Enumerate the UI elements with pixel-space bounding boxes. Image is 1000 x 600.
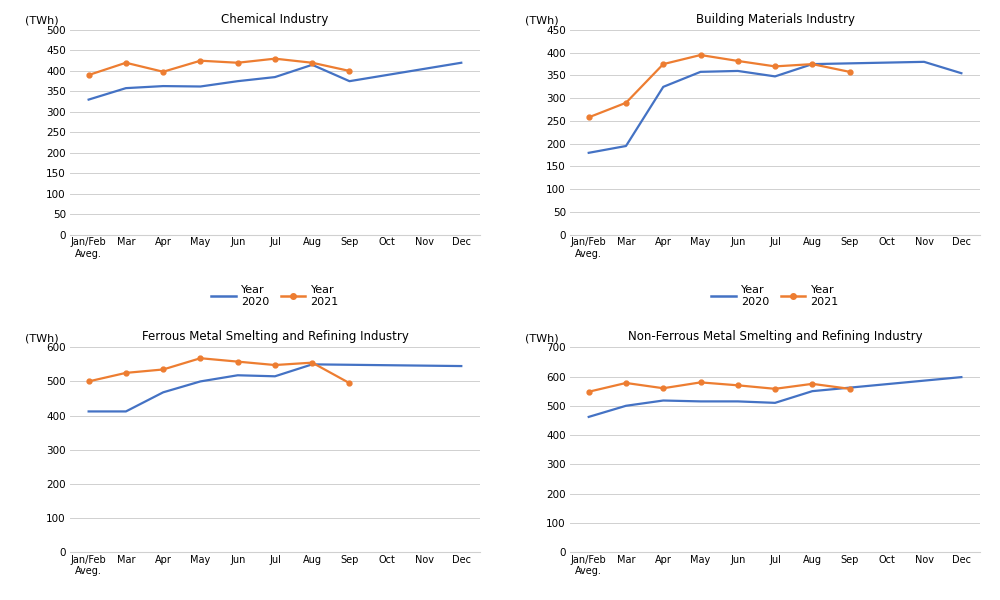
Title: Ferrous Metal Smelting and Refining Industry: Ferrous Metal Smelting and Refining Indu…	[142, 331, 408, 343]
Text: (TWh): (TWh)	[525, 16, 559, 26]
Title: Chemical Industry: Chemical Industry	[221, 13, 329, 26]
Title: Non-Ferrous Metal Smelting and Refining Industry: Non-Ferrous Metal Smelting and Refining …	[628, 331, 922, 343]
Text: (TWh): (TWh)	[25, 16, 59, 26]
Text: (TWh): (TWh)	[25, 333, 59, 343]
Legend: Year
2020, Year
2021: Year 2020, Year 2021	[711, 285, 839, 307]
Legend: Year
2020, Year
2021: Year 2020, Year 2021	[211, 285, 339, 307]
Text: (TWh): (TWh)	[525, 333, 559, 343]
Title: Building Materials Industry: Building Materials Industry	[696, 13, 855, 26]
